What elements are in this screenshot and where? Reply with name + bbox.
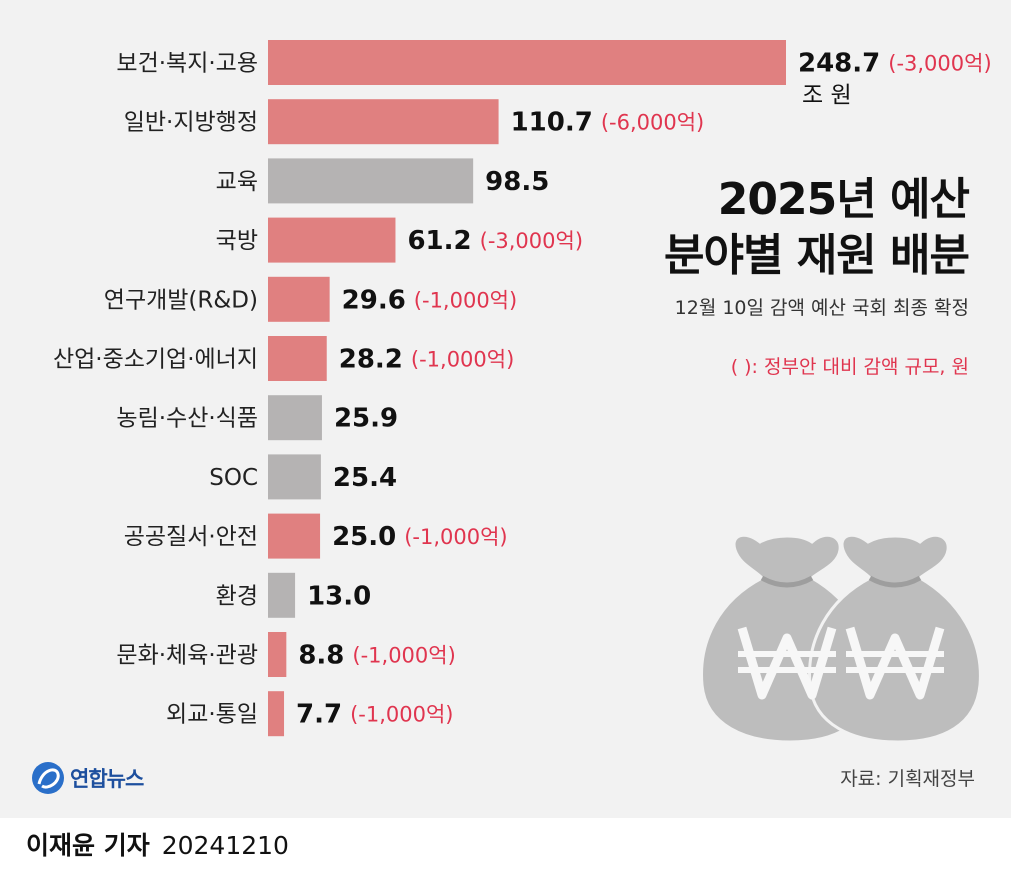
value-label: 25.4 (333, 463, 397, 493)
category-label: 외교·통일 (166, 702, 258, 728)
source-label: 자료: 기획재정부 (840, 768, 975, 790)
category-label: SOC (209, 465, 258, 491)
category-label: 일반·지방행정 (124, 110, 258, 136)
title-line-2: 분야별 재원 배분 (664, 230, 970, 281)
category-label: 보건·복지·고용 (116, 51, 258, 77)
value-label: 7.7 (296, 700, 342, 730)
cut-label: (-3,000억) (888, 52, 991, 76)
bar (268, 395, 322, 441)
bar (268, 632, 287, 677)
money-bag-icon (700, 533, 982, 744)
category-label: 국방 (216, 228, 258, 254)
value-label: 13.0 (307, 581, 371, 611)
chart-subtitle: 12월 10일 감액 예산 국회 최종 확정 (674, 297, 969, 319)
cut-label: (-1,000억) (352, 644, 455, 668)
category-label: 공공질서·안전 (124, 524, 258, 550)
reporter-name: 이재윤 기자 (26, 831, 150, 860)
category-label: 환경 (216, 583, 258, 609)
bar (268, 513, 321, 559)
yonhap-logo-icon (32, 762, 64, 794)
byline: 이재윤 기자 20241210 (26, 826, 289, 862)
cut-label: (-6,000억) (601, 111, 704, 135)
publish-date: 20241210 (161, 831, 289, 860)
unit-label: 조 원 (802, 83, 852, 109)
title-line-1: 2025년 예산 (717, 174, 970, 225)
bar (268, 276, 330, 322)
yonhap-logo: 연합뉴스 (30, 758, 144, 798)
legend-note: ( ): 정부안 대비 감액 규모, 원 (730, 356, 969, 378)
bar (268, 454, 321, 500)
cut-label: (-1,000억) (350, 703, 453, 727)
cut-label: (-1,000억) (414, 288, 517, 312)
value-label: 25.9 (334, 404, 398, 434)
bar (268, 40, 786, 85)
value-label: 110.7 (511, 108, 593, 138)
cut-label: (-1,000억) (404, 525, 507, 549)
value-label: 98.5 (485, 167, 549, 197)
value-label: 29.6 (342, 285, 406, 315)
value-label: 248.7 (798, 49, 880, 79)
bar (268, 99, 499, 145)
value-label: 61.2 (407, 226, 471, 256)
cut-label: (-3,000억) (480, 229, 583, 253)
category-label: 산업·중소기업·에너지 (53, 347, 258, 373)
logo-text: 연합뉴스 (70, 767, 144, 791)
bar (268, 691, 285, 737)
bar (268, 217, 396, 263)
category-label: 농림·수산·식품 (116, 406, 258, 432)
bar-chart: 보건·복지·고용 248.7 (-3,000억) 조 원일반·지방행정 110.7 (-6… (53, 40, 992, 737)
cut-label: (-1,000억) (411, 348, 514, 372)
chart-title: 2025년 예산 분야별 재원 배분 (664, 172, 970, 284)
category-label: 문화·체육·관광 (116, 643, 258, 669)
value-label: 25.0 (332, 522, 396, 552)
value-label: 8.8 (298, 641, 344, 671)
bar (268, 158, 474, 204)
category-label: 교육 (216, 169, 258, 195)
bar (268, 572, 296, 618)
category-label: 연구개발(R&D) (104, 287, 258, 313)
value-label: 28.2 (339, 345, 403, 375)
bar (268, 336, 327, 381)
